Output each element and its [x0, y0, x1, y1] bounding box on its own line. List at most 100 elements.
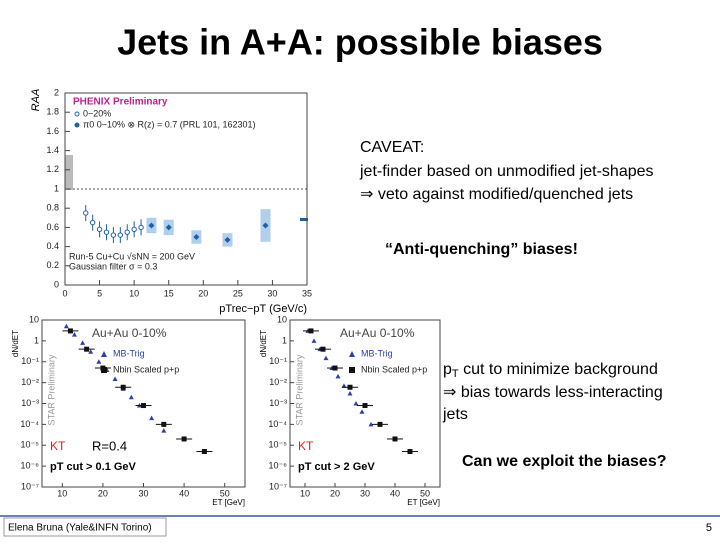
anti-quenching: “Anti-quenching” biases!: [385, 241, 578, 258]
point: [161, 421, 167, 427]
point: [100, 365, 106, 371]
legend-marker: [101, 351, 107, 357]
point: [407, 449, 413, 455]
point: [67, 328, 73, 334]
point: [161, 428, 167, 433]
plot-title: Au+Au 0-10%: [92, 326, 167, 340]
x-label: pTrec−pT (GeV/c): [219, 303, 307, 315]
point: [224, 236, 231, 243]
point: [181, 436, 187, 442]
y-tick-label: 1: [34, 335, 39, 345]
x-tick-label: 0: [62, 288, 67, 298]
point: [347, 384, 353, 390]
y-tick-label: 0.4: [46, 241, 59, 251]
y-tick-label: 10⁻²: [21, 377, 39, 387]
plot-title: Au+Au 0-10%: [340, 326, 415, 340]
point: [149, 415, 155, 421]
y-tick-label: 10⁻⁴: [268, 419, 287, 429]
point: [84, 346, 90, 352]
x-label: ET [GeV]: [212, 498, 245, 507]
x-label: ET [GeV]: [407, 498, 440, 507]
point: [120, 384, 126, 390]
point: [320, 346, 326, 352]
pt-cut-line: jets: [442, 406, 468, 423]
y-tick-label: 1.8: [46, 107, 59, 117]
x-tick-label: 30: [138, 488, 148, 498]
x-tick-label: 50: [220, 488, 230, 498]
y-tick-label: 10⁻⁶: [21, 461, 40, 471]
point: [96, 226, 103, 233]
point: [308, 328, 314, 334]
y-label: dN/dET: [11, 330, 20, 357]
point: [83, 210, 89, 216]
y-tick-label: 1.6: [46, 126, 59, 136]
legend-label: 0−20%: [83, 108, 111, 118]
point: [138, 224, 144, 231]
y-tick-label: 10⁻⁷: [269, 481, 287, 491]
point: [362, 403, 368, 409]
legend-label: MB-Trig: [113, 348, 145, 358]
legend-label: MB-Trig: [361, 348, 393, 358]
point: [347, 391, 353, 396]
legend-marker: [349, 367, 355, 373]
point: [148, 222, 155, 229]
pt-cut-line: ⇒ bias towards less-interacting: [443, 384, 663, 401]
point: [88, 349, 94, 354]
point: [262, 222, 269, 229]
y-tick-label: 10⁻³: [21, 398, 39, 408]
plot-title: PHENIX Preliminary: [73, 97, 168, 108]
y-tick-label: 1: [54, 183, 59, 193]
point: [117, 232, 124, 238]
y-tick-label: 10⁻⁶: [269, 461, 288, 471]
y-tick-label: 10⁻²: [269, 377, 287, 387]
watermark: STAR Preliminary: [294, 354, 304, 425]
annotation: Gaussian filter σ = 0.3: [69, 261, 157, 271]
caveat-line: jet-finder based on unmodified jet-shape…: [359, 163, 654, 180]
y-tick-label: 10⁻³: [269, 398, 287, 408]
legend-marker: [349, 351, 355, 357]
y-tick-label: 0.8: [46, 203, 59, 213]
point: [96, 359, 102, 364]
question: Can we exploit the biases?: [462, 453, 667, 470]
algo-label: KT: [298, 439, 314, 453]
y-tick-label: 10⁻¹: [269, 356, 287, 366]
pt-p: p: [443, 361, 452, 378]
point: [141, 403, 146, 409]
point: [80, 340, 86, 345]
y-tick-label: 1.2: [46, 164, 59, 174]
legend-label: π0 0−10% ⊗ R(z) = 0.7 (PRL 101, 162301): [83, 119, 256, 129]
y-tick-label: 10⁻⁷: [21, 481, 39, 491]
footer-box: [3, 517, 167, 537]
y-label: dN/dET: [259, 330, 268, 357]
point: [323, 355, 329, 361]
point: [377, 421, 383, 427]
legend-marker: [74, 111, 80, 117]
point: [89, 219, 96, 226]
annotation: Run-5 Cu+Cu √sNN = 200 GeV: [69, 251, 195, 261]
y-tick-label: 0.6: [46, 222, 59, 232]
x-tick-label: 50: [420, 488, 430, 498]
pt-sub: T: [452, 368, 459, 380]
cut-label: pT cut > 0.1 GeV: [50, 461, 137, 473]
point: [368, 421, 374, 427]
point: [63, 323, 69, 329]
x-tick-label: 15: [164, 288, 174, 298]
point: [128, 394, 134, 400]
y-tick-label: 10: [277, 314, 287, 324]
x-tick-label: 20: [98, 488, 108, 498]
caveat-heading: CAVEAT:: [360, 139, 424, 156]
radius-label: R=0.4: [92, 438, 127, 453]
point: [112, 376, 118, 381]
x-tick-label: 20: [330, 488, 340, 498]
x-tick-label: 10: [57, 488, 67, 498]
slide-title: Jets in A+A: possible biases: [117, 22, 603, 63]
y-tick-label: 0.2: [46, 260, 59, 270]
caveat-line: ⇒ veto against modified/quenched jets: [360, 186, 633, 203]
y-tick-label: 0: [54, 279, 59, 289]
y-tick-label: 10: [29, 314, 39, 324]
x-tick-label: 25: [233, 288, 243, 298]
y-tick-label: 10⁻¹: [21, 356, 39, 366]
y-tick-label: 10⁻⁵: [269, 440, 288, 450]
point: [110, 232, 117, 238]
point: [335, 373, 341, 379]
